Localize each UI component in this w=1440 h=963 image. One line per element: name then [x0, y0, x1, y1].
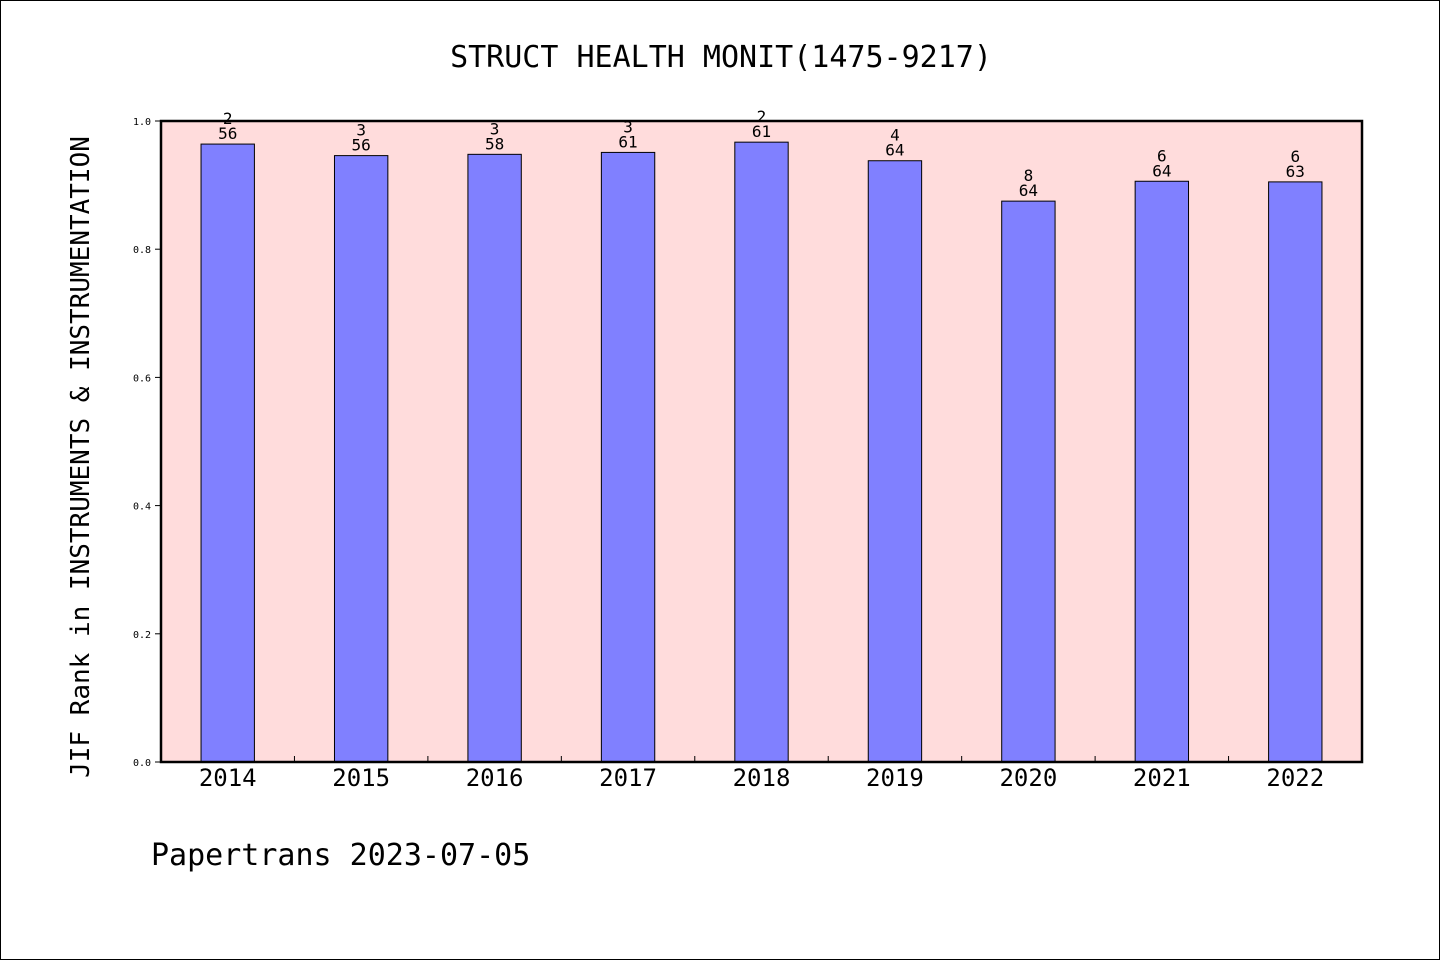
chart-title: STRUCT HEALTH MONIT(1475-9217)	[450, 40, 992, 75]
total-label: 56	[218, 124, 237, 143]
bar-2015	[333, 155, 389, 763]
total-label: 63	[1286, 162, 1305, 181]
bar-2019	[867, 160, 923, 763]
footer-credit: Papertrans 2023-07-05	[151, 838, 530, 873]
bar-2022	[1268, 181, 1323, 763]
rank-label: 2	[757, 107, 767, 126]
bar-2021	[1134, 180, 1190, 763]
plot-border	[159, 119, 1364, 764]
rank-label: 3	[356, 121, 366, 140]
total-label: 56	[352, 136, 371, 155]
x-tick-label: 2021	[1133, 764, 1191, 792]
rank-label: 8	[1024, 166, 1034, 185]
rank-label: 3	[623, 117, 633, 136]
rank-label: 6	[1157, 146, 1167, 165]
y-tick-label: 0.0	[133, 758, 151, 769]
y-axis-label: JIF Rank in INSTRUMENTS & INSTRUMENTATIO…	[66, 136, 96, 778]
y-tick-label: 0.2	[133, 630, 151, 641]
x-tick-label: 2017	[599, 764, 657, 792]
x-tick-label: 2019	[866, 764, 924, 792]
total-label: 61	[752, 122, 771, 141]
total-label: 64	[885, 141, 904, 160]
bar-2014	[200, 143, 255, 763]
y-axis: 0.0 0.2 0.4 0.6 0.8 1.0	[133, 117, 161, 769]
total-label: 64	[1152, 161, 1171, 180]
rank-label: 4	[890, 126, 900, 145]
total-label: 61	[618, 132, 637, 151]
y-tick-label: 0.4	[133, 502, 151, 513]
bar-2018	[734, 141, 789, 763]
rank-label: 2	[223, 109, 233, 128]
x-tick-label: 2022	[1266, 764, 1324, 792]
x-axis: 2014 2015 2016 2017 2018 2019 2020 2021 2022	[199, 756, 1324, 792]
rank-label: 3	[490, 119, 500, 138]
y-tick-label: 1.0	[133, 117, 151, 128]
bar-2016	[467, 153, 522, 763]
rank-label: 6	[1290, 147, 1300, 166]
y-tick-label: 0.8	[133, 245, 151, 256]
x-tick-label: 2014	[199, 764, 257, 792]
x-tick-label: 2018	[733, 764, 791, 792]
x-tick-label: 2016	[466, 764, 524, 792]
bar-2017	[600, 151, 656, 763]
x-tick-label: 2020	[999, 764, 1057, 792]
y-tick-label: 0.6	[133, 373, 151, 384]
bar-2020	[1001, 200, 1056, 763]
total-label: 64	[1019, 181, 1038, 200]
bar-series	[200, 141, 1323, 763]
total-label: 58	[485, 134, 504, 153]
x-tick-label: 2015	[332, 764, 390, 792]
